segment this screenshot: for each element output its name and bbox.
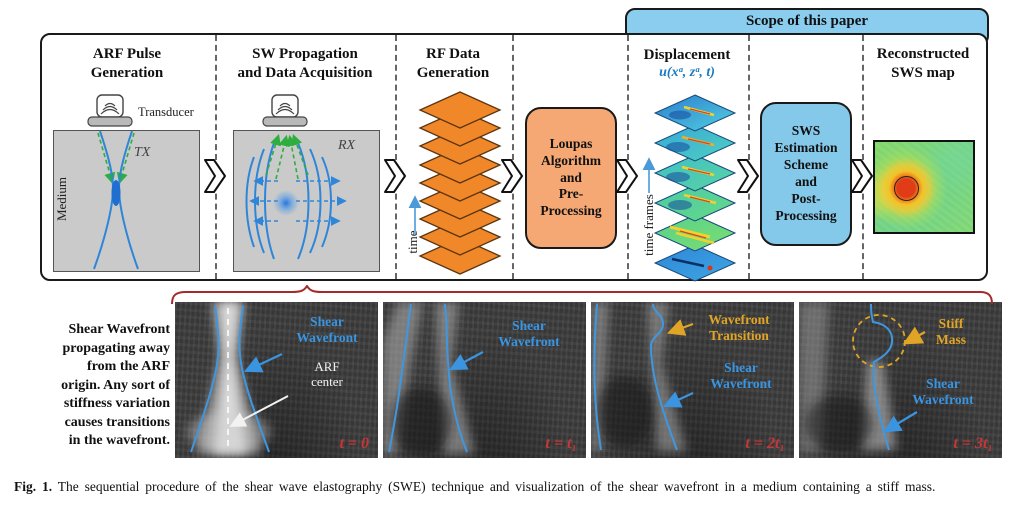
medium-rx-diagram [233,130,380,272]
sws-process-box: SWS Estimation Scheme and Post- Processi… [760,102,852,246]
figure-caption: Fig. 1. The sequential procedure of the … [14,479,1010,495]
ultrasound-graphic-1 [187,302,289,454]
time-axis-label: time [405,230,420,254]
wavefront-frame-3: Wavefront Transition Shear Wavefront t =… [591,302,794,458]
chevron-arrow-icon [851,159,873,193]
time-frames-axis-label: time frames [641,194,656,256]
shear-wavefront-label: Shear Wavefront [912,376,974,407]
time-stamp-label: t = 2t₁ [745,435,785,452]
pipeline-box: ARF Pulse Generation Transducer Medium T… [40,33,988,282]
time-stamp-label: t = t₁ [545,435,577,452]
arf-beam-graphic [93,131,139,270]
panel-title-arf: ARF Pulse Generation [90,46,164,81]
rx-label: RX [338,138,356,153]
panel-divider [627,35,629,279]
stiff-mass-label: Stiff Mass [936,316,966,347]
shear-wave-graphic [245,133,347,260]
ultrasound-graphic-2 [383,302,484,456]
panel-divider [395,35,397,279]
wavefront-frame-1: Shear Wavefront ARF center t = 0 [175,302,378,458]
wavefront-transition-label: Wavefront Transition [708,312,770,343]
displacement-math-label: u(xᵃ, zᵃ, t) [659,65,715,80]
panel-divider [748,35,750,279]
sws-map-image [873,140,975,234]
panel-divider [512,35,514,279]
transducer-icon [87,94,133,127]
time-stamp-label: t = 0 [339,435,369,452]
red-brace [171,285,993,305]
displacement-stack [653,94,737,282]
loupas-process-box: Loupas Algorithm and Pre- Processing [525,107,617,249]
arf-center-label: ARF center [311,359,343,389]
time-stamp-label: t = 3t₁ [953,435,993,452]
shear-wavefront-label: Shear Wavefront [296,314,358,345]
medium-tx-diagram [53,130,200,272]
tx-label: TX [134,145,151,160]
scope-label: Scope of this paper [745,13,869,29]
panel-title-sw: SW Propagation and Data Acquisition [237,46,373,81]
loupas-label: Loupas Algorithm and Pre- Processing [540,135,602,219]
ultrasound-graphic-4 [799,302,926,452]
chevron-arrow-icon [204,159,226,193]
rf-data-stack [418,91,502,275]
caption-text: The sequential procedure of the shear wa… [57,479,936,494]
wavefront-description: Shear Wavefront propagating away from th… [61,322,170,448]
shear-wavefront-label: Shear Wavefront [710,360,772,391]
shear-wavefront-label: Shear Wavefront [498,318,560,349]
time-arrow-icon [408,195,422,234]
chevron-arrow-icon [616,159,638,193]
caption-prefix: Fig. 1. [14,479,53,494]
sws-label: SWS Estimation Scheme and Post- Processi… [774,123,838,223]
transducer-label: Transducer [138,105,194,119]
wavefront-frame-4: Stiff Mass Shear Wavefront t = 3t₁ [799,302,1002,458]
ultrasound-graphic-3 [591,302,694,452]
time-frames-arrow-icon [642,157,656,193]
panel-divider [215,35,217,279]
panel-divider [862,35,864,279]
chevron-arrow-icon [737,159,759,193]
medium-label: Medium [54,176,69,222]
panel-title-rf: RF Data Generation [416,46,490,81]
wavefront-frame-2: Shear Wavefront t = t₁ [383,302,586,458]
panel-title-displacement: Displacement [643,47,731,63]
panel-title-recon: Reconstructed SWS map [876,46,970,81]
chevron-arrow-icon [384,159,406,193]
chevron-arrow-icon [501,159,523,193]
transducer-icon [262,94,308,127]
